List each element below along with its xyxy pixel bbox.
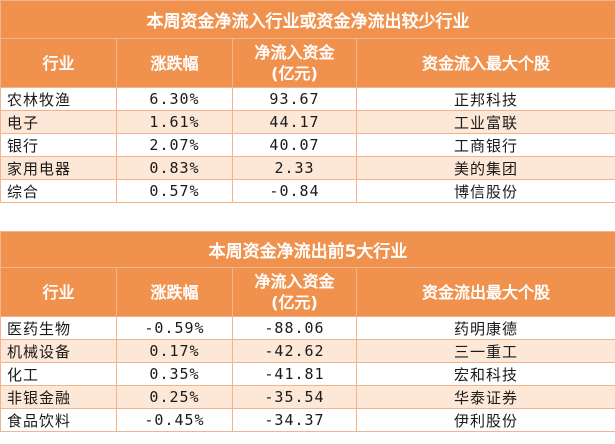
cell-top-stock: 宏和科技 (355, 362, 615, 386)
cell-net-inflow: -35.54 (232, 385, 357, 409)
header-row: 行业 涨跌幅 净流入资金 (亿元) 资金流出最大个股 (0, 267, 615, 317)
cell-top-stock: 华泰证券 (355, 385, 615, 409)
header-net-inflow: 净流入资金 (亿元) (232, 38, 357, 88)
cell-change: 0.57% (116, 179, 233, 203)
cell-change: 1.61% (116, 110, 233, 134)
header-industry: 行业 (0, 38, 117, 88)
cell-change: 0.83% (116, 156, 233, 180)
table-title-row: 本周资金净流入行业或资金净流出较少行业 (0, 0, 615, 39)
cell-net-inflow: -0.84 (232, 179, 357, 203)
cell-top-stock: 工商银行 (356, 133, 615, 157)
cell-net-inflow: 40.07 (232, 133, 357, 157)
table-title: 本周资金净流出前5大行业 (0, 231, 615, 268)
cell-net-inflow: 44.17 (232, 110, 357, 134)
cell-net-inflow: -88.06 (232, 316, 357, 340)
table-row: 综合 0.57% -0.84 博信股份 (0, 179, 615, 203)
header-change: 涨跌幅 (116, 267, 233, 317)
cell-net-inflow: 2.33 (232, 156, 357, 180)
header-top-stock: 资金流入最大个股 (356, 38, 615, 88)
header-top-stock: 资金流出最大个股 (355, 267, 615, 317)
cell-industry: 非银金融 (0, 385, 117, 409)
cell-change: 0.35% (116, 362, 233, 386)
cell-industry: 农林牧渔 (0, 87, 117, 111)
table-title: 本周资金净流入行业或资金净流出较少行业 (0, 0, 615, 39)
table-row: 食品饮料 -0.45% -34.37 伊利股份 (0, 408, 615, 432)
header-industry: 行业 (0, 267, 117, 317)
cell-industry: 综合 (0, 179, 117, 203)
inflow-table: 本周资金净流入行业或资金净流出较少行业 行业 涨跌幅 净流入资金 (亿元) 资金… (0, 0, 615, 203)
cell-top-stock: 三一重工 (355, 339, 615, 363)
cell-change: -0.45% (116, 408, 233, 432)
cell-net-inflow: -42.62 (232, 339, 357, 363)
cell-industry: 食品饮料 (0, 408, 117, 432)
table-row: 农林牧渔 6.30% 93.67 正邦科技 (0, 87, 615, 111)
cell-top-stock: 美的集团 (356, 156, 615, 180)
cell-industry: 医药生物 (0, 316, 117, 340)
table-row: 银行 2.07% 40.07 工商银行 (0, 133, 615, 157)
cell-industry: 银行 (0, 133, 117, 157)
cell-net-inflow: -34.37 (232, 408, 357, 432)
table-row: 非银金融 0.25% -35.54 华泰证券 (0, 385, 615, 409)
cell-industry: 电子 (0, 110, 117, 134)
cell-change: 0.17% (116, 339, 233, 363)
table-row: 家用电器 0.83% 2.33 美的集团 (0, 156, 615, 180)
cell-change: 2.07% (116, 133, 233, 157)
header-change: 涨跌幅 (116, 38, 233, 88)
cell-top-stock: 药明康德 (355, 316, 615, 340)
cell-change: -0.59% (116, 316, 233, 340)
cell-net-inflow: -41.81 (232, 362, 357, 386)
cell-top-stock: 正邦科技 (356, 87, 615, 111)
table-row: 化工 0.35% -41.81 宏和科技 (0, 362, 615, 386)
header-net-inflow: 净流入资金 (亿元) (232, 267, 357, 317)
cell-change: 6.30% (116, 87, 233, 111)
cell-change: 0.25% (116, 385, 233, 409)
header-row: 行业 涨跌幅 净流入资金 (亿元) 资金流入最大个股 (0, 38, 615, 88)
table-row: 医药生物 -0.59% -88.06 药明康德 (0, 316, 615, 340)
table-row: 机械设备 0.17% -42.62 三一重工 (0, 339, 615, 363)
cell-industry: 家用电器 (0, 156, 117, 180)
cell-top-stock: 博信股份 (356, 179, 615, 203)
table-title-row: 本周资金净流出前5大行业 (0, 231, 615, 268)
table-row: 电子 1.61% 44.17 工业富联 (0, 110, 615, 134)
cell-top-stock: 伊利股份 (355, 408, 615, 432)
cell-top-stock: 工业富联 (356, 110, 615, 134)
cell-industry: 机械设备 (0, 339, 117, 363)
cell-industry: 化工 (0, 362, 117, 386)
section-gap (0, 221, 615, 231)
outflow-table: 本周资金净流出前5大行业 行业 涨跌幅 净流入资金 (亿元) 资金流出最大个股 … (0, 231, 615, 432)
cell-net-inflow: 93.67 (232, 87, 357, 111)
